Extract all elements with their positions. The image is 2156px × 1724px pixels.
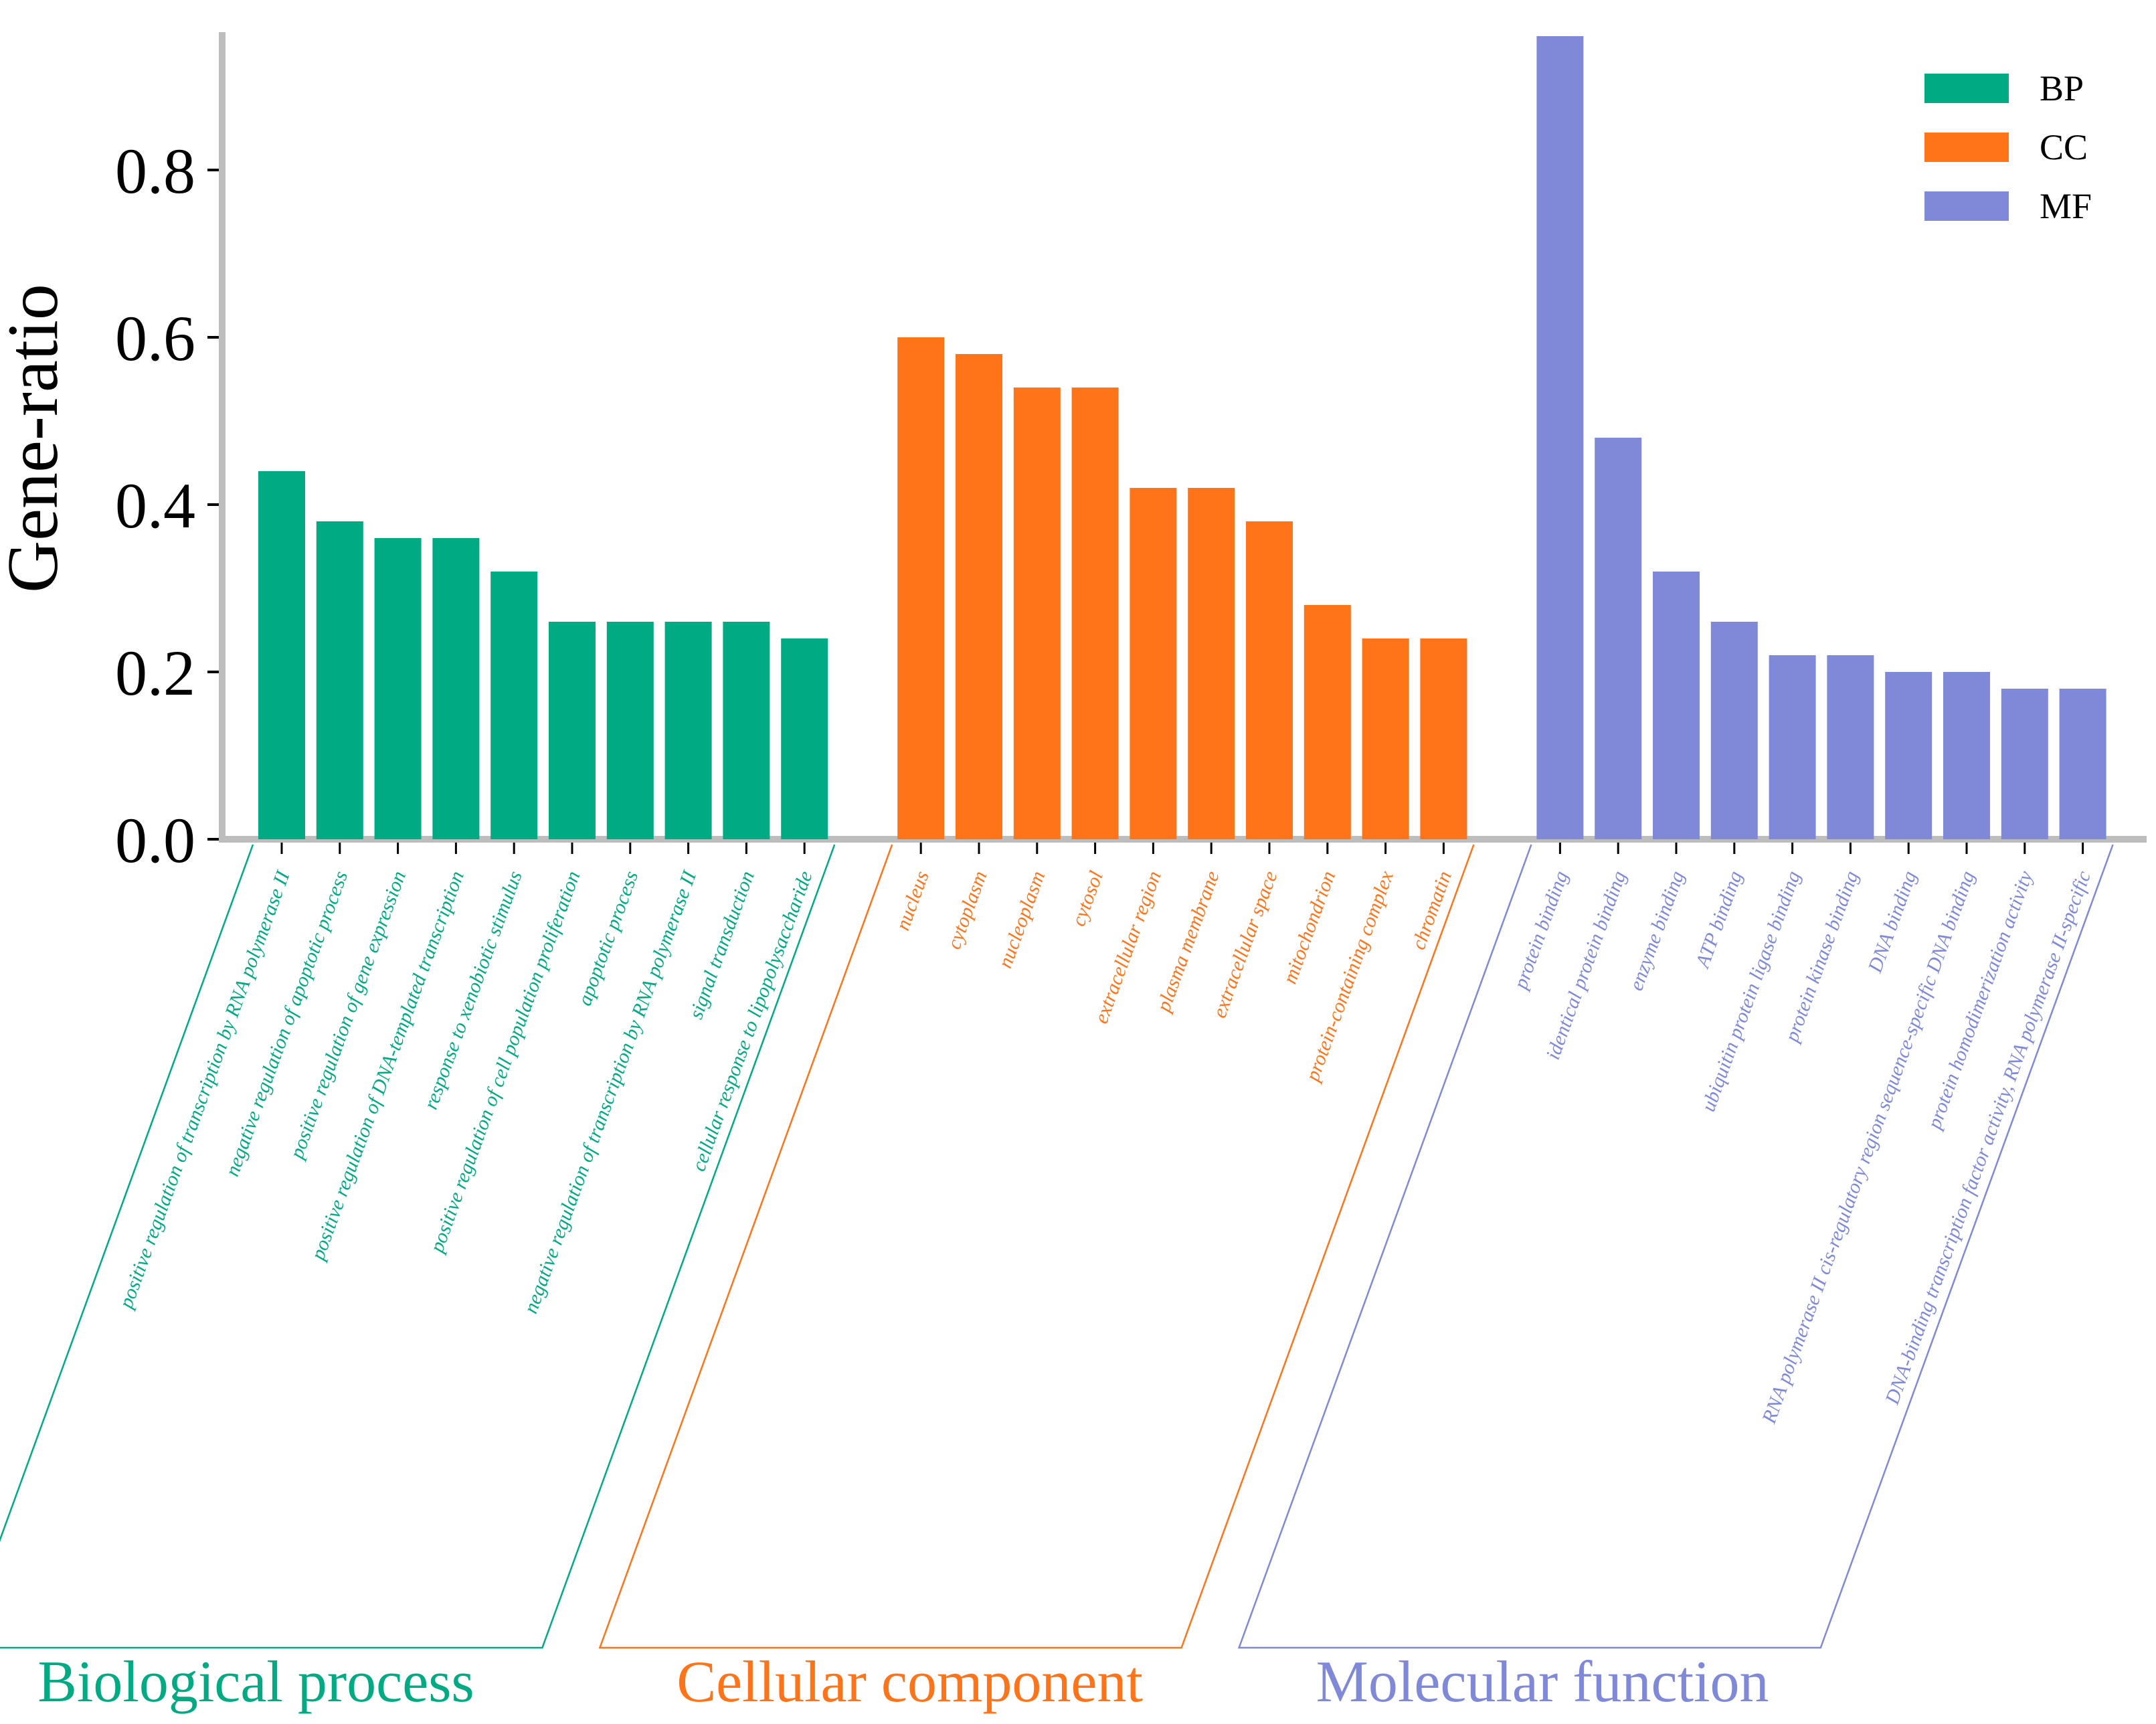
legend-label-cc: CC <box>2040 127 2088 167</box>
category-label: RNA polymerase II cis-regulatory region … <box>1758 868 1979 1427</box>
bar-bp-8 <box>664 622 712 839</box>
category-label: DNA binding <box>1864 868 1921 976</box>
y-tick-label: 0.2 <box>115 637 195 709</box>
bar-mf-1 <box>1536 36 1584 839</box>
bar-mf-2 <box>1595 438 1642 839</box>
y-axis-label: Gene-ratio <box>0 284 73 593</box>
bar-cc-6 <box>1188 488 1235 839</box>
bar-bp-9 <box>723 622 770 839</box>
group-title-mf: Molecular function <box>1316 1650 1769 1715</box>
bar-bp-6 <box>549 622 596 839</box>
category-label: extracellular space <box>1208 868 1282 1021</box>
category-label: cytoplasm <box>943 868 992 952</box>
bracket-mf <box>1237 844 2114 1649</box>
bar-mf-4 <box>1710 622 1758 839</box>
category-label: plasma membrane <box>1152 868 1224 1016</box>
category-label: enzyme binding <box>1625 868 1688 993</box>
y-tick-label: 0.0 <box>115 804 195 876</box>
bar-mf-6 <box>1827 655 1874 839</box>
category-label: cytosol <box>1067 868 1107 929</box>
category-label: ATP binding <box>1691 868 1746 972</box>
legend-swatch-cc <box>1924 133 2009 162</box>
category-label: cellular response to lipopolysaccharide <box>687 868 816 1174</box>
bar-cc-7 <box>1246 521 1293 839</box>
category-label: nucleus <box>891 868 933 933</box>
bar-mf-10 <box>2059 689 2106 839</box>
bar-cc-1 <box>897 337 945 839</box>
category-label: positive regulation of gene expression <box>285 868 410 1162</box>
bar-bp-5 <box>490 572 538 839</box>
bar-bp-3 <box>374 538 422 839</box>
category-label: signal transduction <box>685 868 759 1022</box>
legend-swatch-mf <box>1924 191 2009 221</box>
axes: 0.0 0.2 0.4 0.6 0.8 <box>115 32 2147 876</box>
bar-cc-8 <box>1304 605 1351 839</box>
category-label: apoptotic process <box>573 868 642 1009</box>
bar-bp-10 <box>781 638 828 839</box>
legend-label-bp: BP <box>2040 68 2084 108</box>
category-label: protein homodimerization activity <box>1922 867 2037 1132</box>
bar-cc-4 <box>1071 387 1119 839</box>
bar-mf-7 <box>1885 672 1933 839</box>
group-title-bp: Biological process <box>37 1650 474 1715</box>
category-label: chromatin <box>1407 868 1456 952</box>
bar-mf-3 <box>1653 572 1700 839</box>
category-label: mitochondrion <box>1279 868 1340 986</box>
bracket-bp <box>0 844 836 1649</box>
bar-cc-3 <box>1013 387 1061 839</box>
legend-label-mf: MF <box>2040 186 2092 226</box>
bracket-cc <box>598 844 1475 1649</box>
y-tick-label: 0.8 <box>115 135 195 207</box>
y-tick-label: 0.6 <box>115 303 195 374</box>
bar-bp-4 <box>432 538 480 839</box>
group-brackets <box>0 844 2114 1649</box>
category-labels: positive regulation of transcription by … <box>114 867 2095 1427</box>
bar-cc-10 <box>1420 638 1467 839</box>
bar-cc-2 <box>956 354 1002 839</box>
group-title-cc: Cellular component <box>677 1650 1142 1715</box>
bar-bp-1 <box>258 471 305 839</box>
bar-mf-9 <box>2001 689 2048 839</box>
group-titles: Biological process Cellular component Mole… <box>37 1650 1769 1715</box>
bar-cc-9 <box>1362 638 1409 839</box>
category-label: protein binding <box>1509 868 1573 993</box>
bar-bp-2 <box>316 521 363 839</box>
legend: BP CC MF <box>1924 68 2092 226</box>
y-ticks: 0.0 0.2 0.4 0.6 0.8 <box>115 135 219 876</box>
bars <box>258 36 2106 839</box>
x-ticks <box>280 843 2084 854</box>
y-tick-label: 0.4 <box>115 470 195 541</box>
legend-swatch-bp <box>1924 74 2009 103</box>
bar-mf-8 <box>1943 672 1990 839</box>
bar-cc-5 <box>1130 488 1177 839</box>
bar-mf-5 <box>1769 655 1816 839</box>
bar-bp-7 <box>606 622 654 839</box>
category-label: nucleoplasm <box>994 868 1050 971</box>
